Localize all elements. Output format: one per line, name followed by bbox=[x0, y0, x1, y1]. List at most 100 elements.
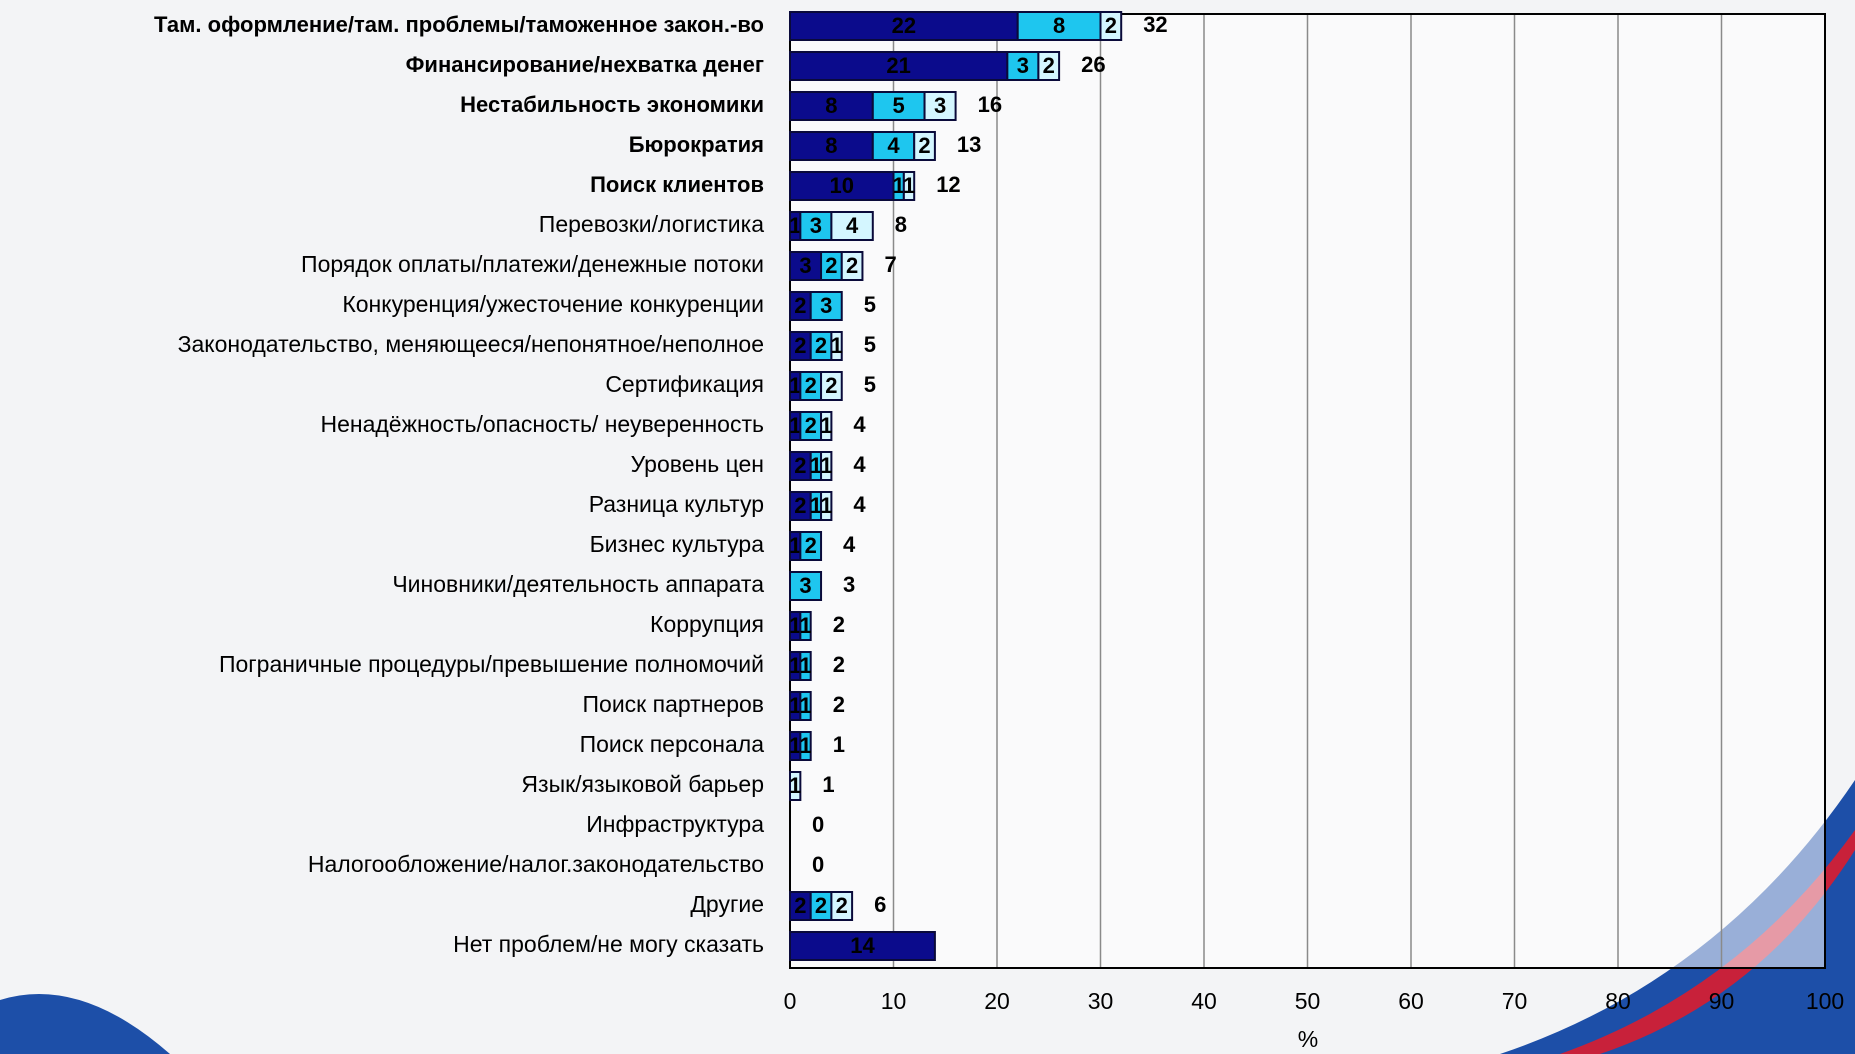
total-label: 6 bbox=[874, 892, 886, 917]
x-tick-label: 60 bbox=[1398, 988, 1424, 1014]
segment-label: 2 bbox=[805, 533, 817, 558]
x-tick-label: 90 bbox=[1709, 988, 1735, 1014]
category-label: Законодательство, меняющееся/непонятное/… bbox=[178, 331, 764, 357]
segment-label: 1 bbox=[820, 413, 832, 438]
segment-label: 1 bbox=[789, 613, 801, 638]
category-label: Там. оформление/там. проблемы/таможенное… bbox=[154, 12, 764, 37]
x-tick-label: 0 bbox=[784, 988, 797, 1014]
bar-segment bbox=[913, 131, 936, 161]
segment-label: 2 bbox=[794, 453, 806, 478]
total-label: 3 bbox=[843, 572, 855, 597]
segment-label: 5 bbox=[893, 93, 905, 118]
segment-label: 2 bbox=[794, 893, 806, 918]
segment-label: 3 bbox=[820, 293, 832, 318]
segment-label: 1 bbox=[810, 453, 822, 478]
total-label: 5 bbox=[864, 292, 876, 317]
segment-label: 2 bbox=[836, 893, 848, 918]
segment-label: 1 bbox=[789, 693, 801, 718]
category-label: Бюрократия bbox=[629, 132, 764, 157]
decor-swoosh-left bbox=[0, 993, 170, 1054]
segment-label: 1 bbox=[789, 653, 801, 678]
segment-label: 8 bbox=[825, 133, 837, 158]
bar-segment bbox=[789, 571, 823, 601]
category-label: Ненадёжность/опасность/ неуверенность bbox=[320, 411, 764, 437]
category-label: Чиновники/деятельность аппарата bbox=[392, 571, 764, 597]
bar-segment bbox=[789, 131, 874, 161]
category-label: Поиск клиентов bbox=[590, 172, 764, 197]
segment-label: 1 bbox=[799, 733, 811, 758]
segment-label: 1 bbox=[799, 613, 811, 638]
total-label: 8 bbox=[895, 212, 907, 237]
total-label: 7 bbox=[884, 252, 896, 277]
segment-label: 1 bbox=[789, 733, 801, 758]
segment-label: 8 bbox=[825, 93, 837, 118]
total-label: 1 bbox=[822, 772, 834, 797]
bar-segment bbox=[789, 11, 1019, 41]
segment-label: 2 bbox=[846, 253, 858, 278]
segment-label: 1 bbox=[820, 493, 832, 518]
segment-label: 1 bbox=[799, 693, 811, 718]
category-label: Поиск персонала bbox=[580, 731, 765, 757]
total-label: 26 bbox=[1081, 52, 1105, 77]
category-label: Уровень цен bbox=[631, 451, 764, 477]
segment-label: 4 bbox=[887, 133, 900, 158]
total-label: 5 bbox=[864, 372, 876, 397]
total-label: 2 bbox=[833, 652, 845, 677]
total-label: 12 bbox=[936, 172, 960, 197]
bar-segment bbox=[820, 451, 833, 481]
segment-label: 2 bbox=[805, 373, 817, 398]
category-label: Сертификация bbox=[605, 371, 764, 397]
x-tick-label: 50 bbox=[1295, 988, 1321, 1014]
segment-label: 1 bbox=[810, 493, 822, 518]
segment-label: 1 bbox=[820, 453, 832, 478]
segment-label: 1 bbox=[799, 653, 811, 678]
total-label: 0 bbox=[812, 852, 824, 877]
bar-segment bbox=[799, 611, 812, 641]
bar-segment bbox=[820, 411, 833, 441]
x-tick-label: 70 bbox=[1502, 988, 1528, 1014]
segment-label: 1 bbox=[903, 173, 915, 198]
total-label: 1 bbox=[833, 732, 845, 757]
segment-label: 3 bbox=[810, 213, 822, 238]
segment-label: 2 bbox=[1043, 53, 1055, 78]
x-tick-label: 20 bbox=[984, 988, 1010, 1014]
segment-label: 1 bbox=[893, 173, 905, 198]
bar-segment bbox=[799, 651, 812, 681]
category-label: Конкуренция/ужесточение конкуренции bbox=[342, 291, 764, 317]
segment-label: 14 bbox=[850, 933, 875, 958]
bar-segment bbox=[789, 771, 802, 801]
bar-segment bbox=[799, 731, 812, 761]
segment-label: 22 bbox=[892, 13, 916, 38]
total-label: 4 bbox=[853, 412, 866, 437]
bar-segment bbox=[809, 291, 843, 321]
category-label: Разница культур bbox=[589, 491, 764, 517]
total-label: 2 bbox=[833, 612, 845, 637]
segment-label: 1 bbox=[789, 213, 801, 238]
segment-label: 10 bbox=[830, 173, 854, 198]
bar-segment bbox=[840, 251, 864, 281]
bar-segment bbox=[1037, 51, 1061, 81]
segment-label: 8 bbox=[1053, 13, 1065, 38]
category-label: Бизнес культура bbox=[590, 531, 765, 557]
bar-segment bbox=[789, 51, 1009, 81]
segment-label: 1 bbox=[789, 373, 801, 398]
category-label: Коррупция bbox=[650, 611, 764, 637]
segment-label: 2 bbox=[918, 133, 930, 158]
total-label: 4 bbox=[843, 532, 856, 557]
bar-segment bbox=[830, 331, 843, 361]
total-label: 16 bbox=[978, 92, 1002, 117]
x-axis-label: % bbox=[1298, 1026, 1318, 1052]
segment-label: 2 bbox=[805, 413, 817, 438]
bar-segment bbox=[830, 211, 874, 241]
category-label: Нет проблем/не могу сказать bbox=[453, 931, 764, 957]
segment-label: 2 bbox=[794, 333, 806, 358]
bar-segment bbox=[820, 491, 833, 521]
segment-label: 3 bbox=[934, 93, 946, 118]
total-label: 2 bbox=[833, 692, 845, 717]
segment-label: 2 bbox=[815, 893, 827, 918]
bar-segment bbox=[799, 691, 812, 721]
segment-label: 2 bbox=[825, 373, 837, 398]
segment-label: 21 bbox=[886, 53, 910, 78]
segment-label: 2 bbox=[794, 493, 806, 518]
bar-segment bbox=[902, 171, 916, 201]
